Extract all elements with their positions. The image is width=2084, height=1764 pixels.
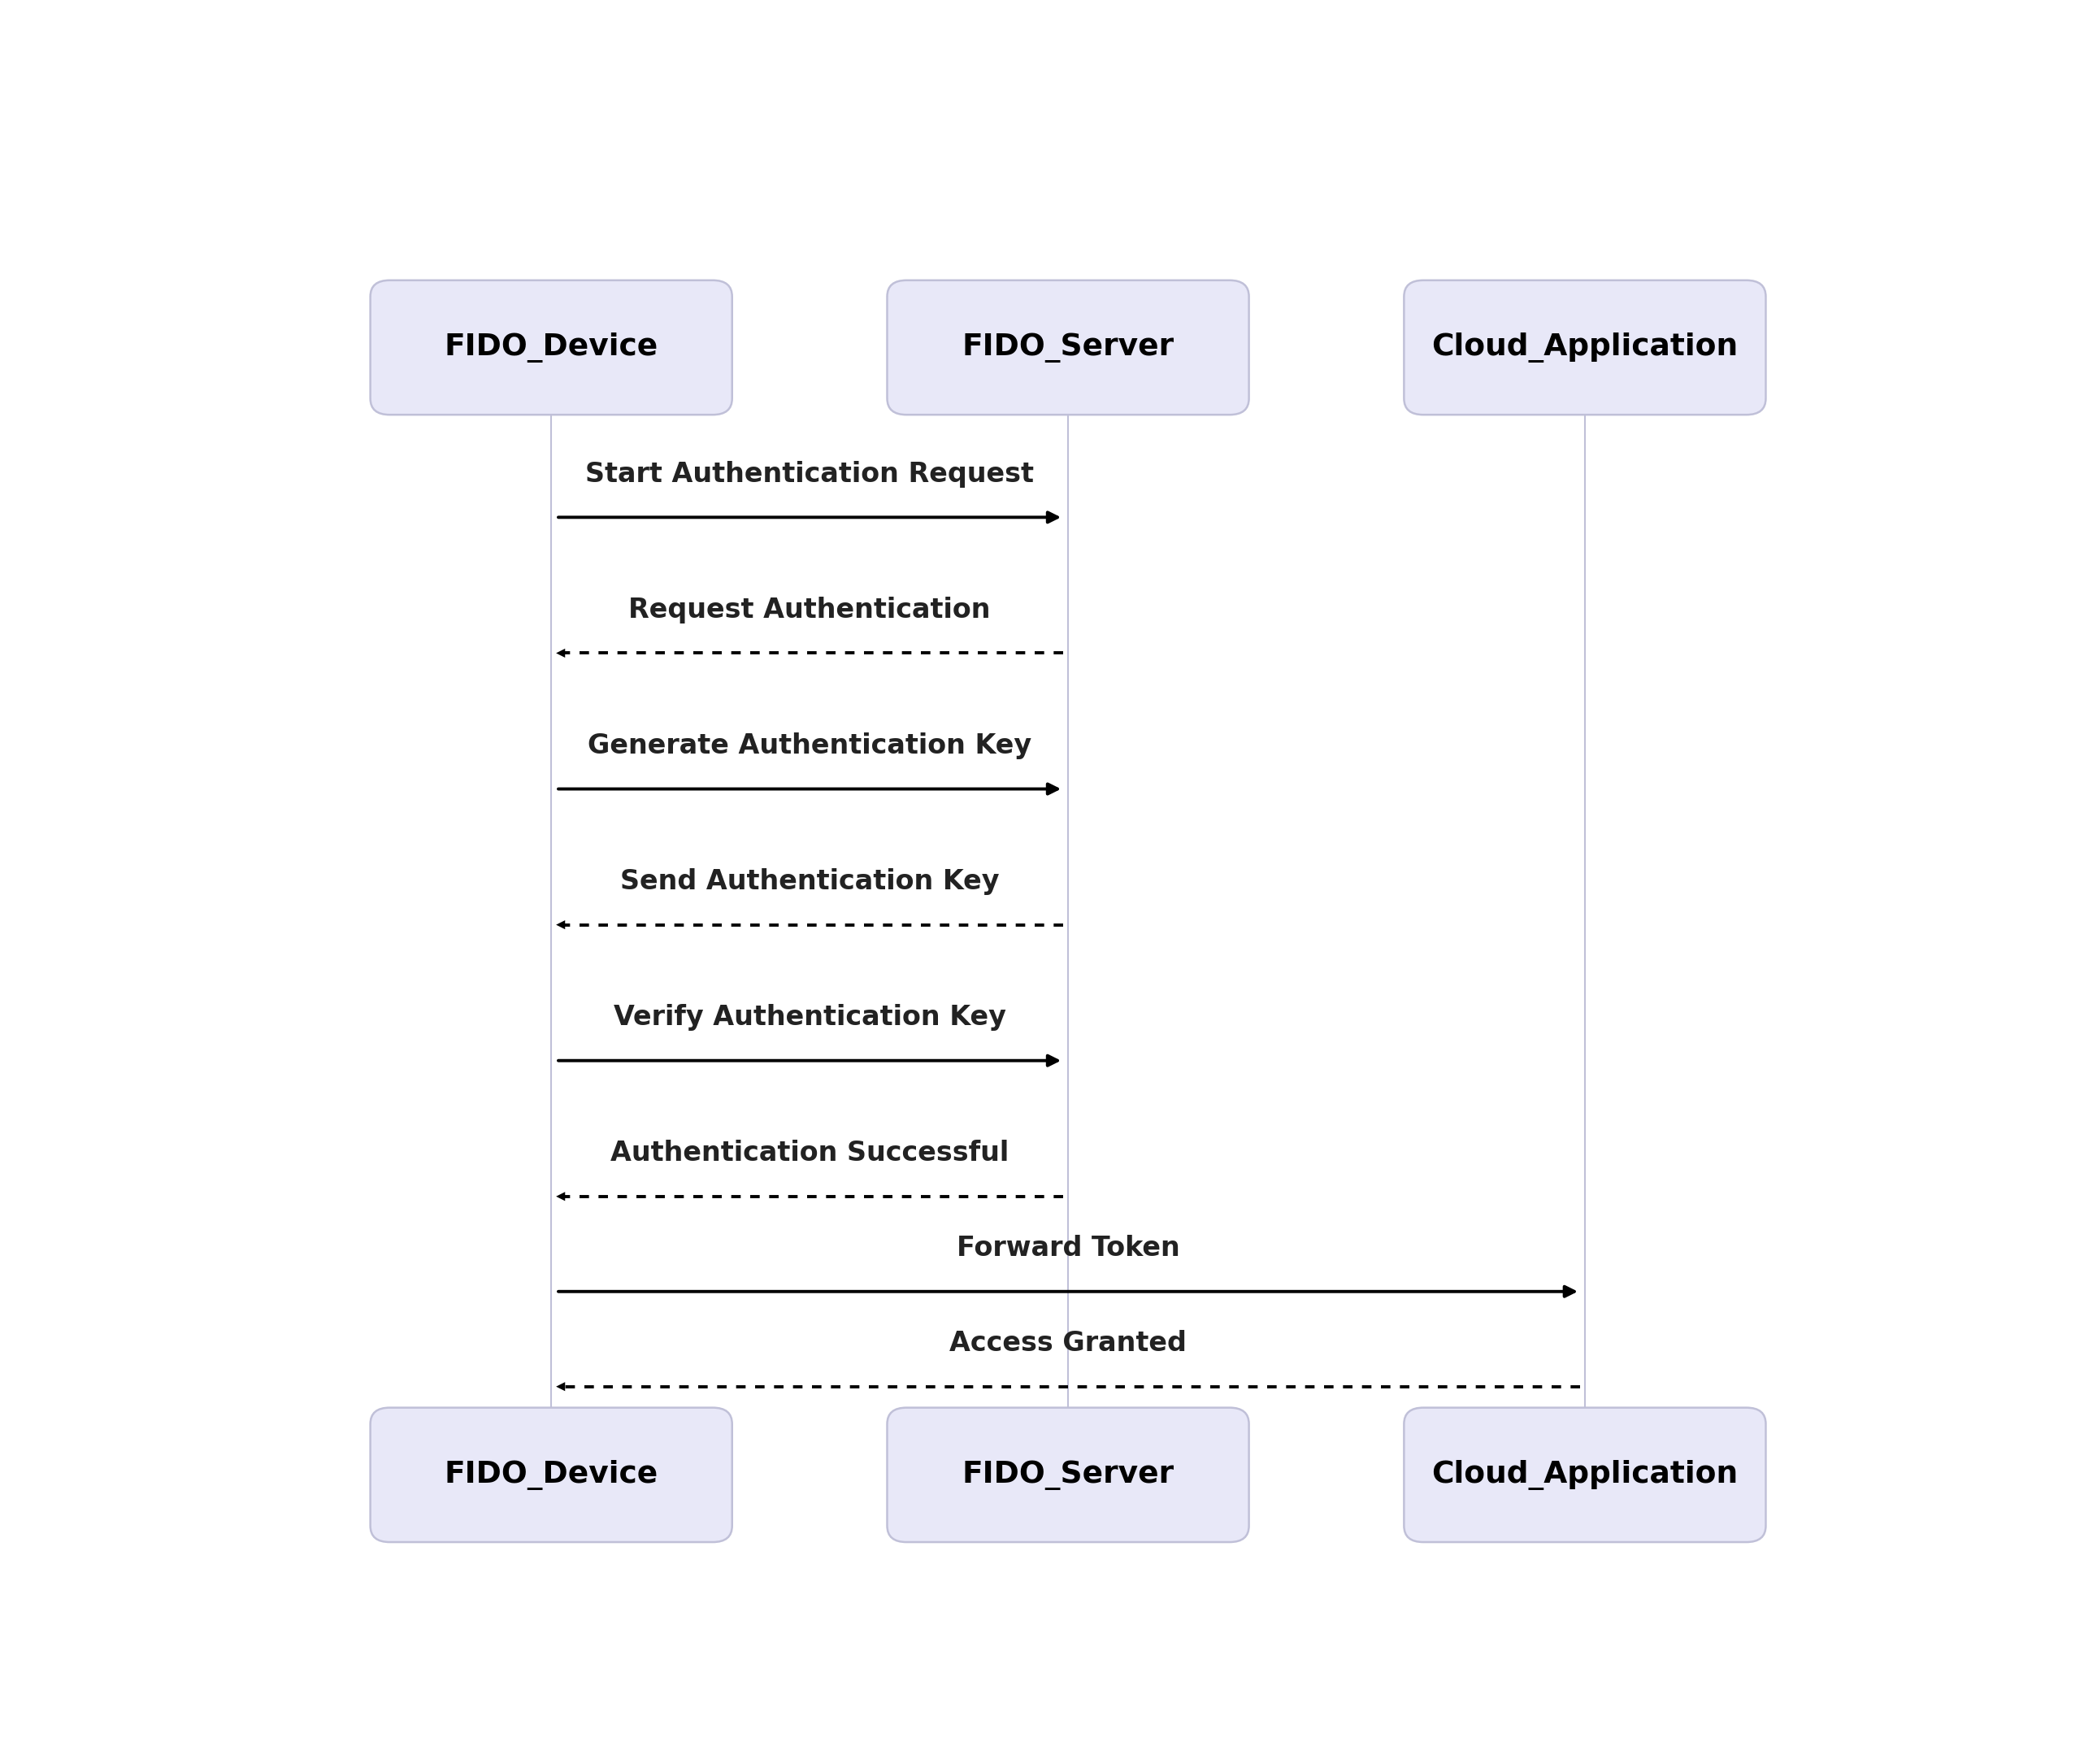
Text: Cloud_Application: Cloud_Application (1432, 1461, 1738, 1491)
Text: Start Authentication Request: Start Authentication Request (586, 460, 1034, 487)
Text: FIDO_Device: FIDO_Device (444, 1461, 659, 1491)
FancyBboxPatch shape (371, 280, 731, 415)
Text: Generate Authentication Key: Generate Authentication Key (588, 732, 1032, 759)
FancyBboxPatch shape (888, 1408, 1248, 1542)
Text: Authentication Successful: Authentication Successful (611, 1140, 1009, 1166)
FancyBboxPatch shape (371, 1408, 731, 1542)
FancyBboxPatch shape (1405, 1408, 1765, 1542)
FancyBboxPatch shape (888, 280, 1248, 415)
Text: FIDO_Server: FIDO_Server (963, 333, 1173, 362)
FancyBboxPatch shape (1405, 280, 1765, 415)
Text: Forward Token: Forward Token (957, 1235, 1180, 1261)
Text: Verify Authentication Key: Verify Authentication Key (613, 1004, 1007, 1030)
Text: Request Authentication: Request Authentication (629, 596, 990, 623)
Text: Cloud_Application: Cloud_Application (1432, 332, 1738, 363)
Text: FIDO_Server: FIDO_Server (963, 1461, 1173, 1491)
Text: FIDO_Device: FIDO_Device (444, 332, 659, 363)
Text: Send Authentication Key: Send Authentication Key (621, 868, 998, 894)
Text: Access Granted: Access Granted (950, 1330, 1186, 1357)
